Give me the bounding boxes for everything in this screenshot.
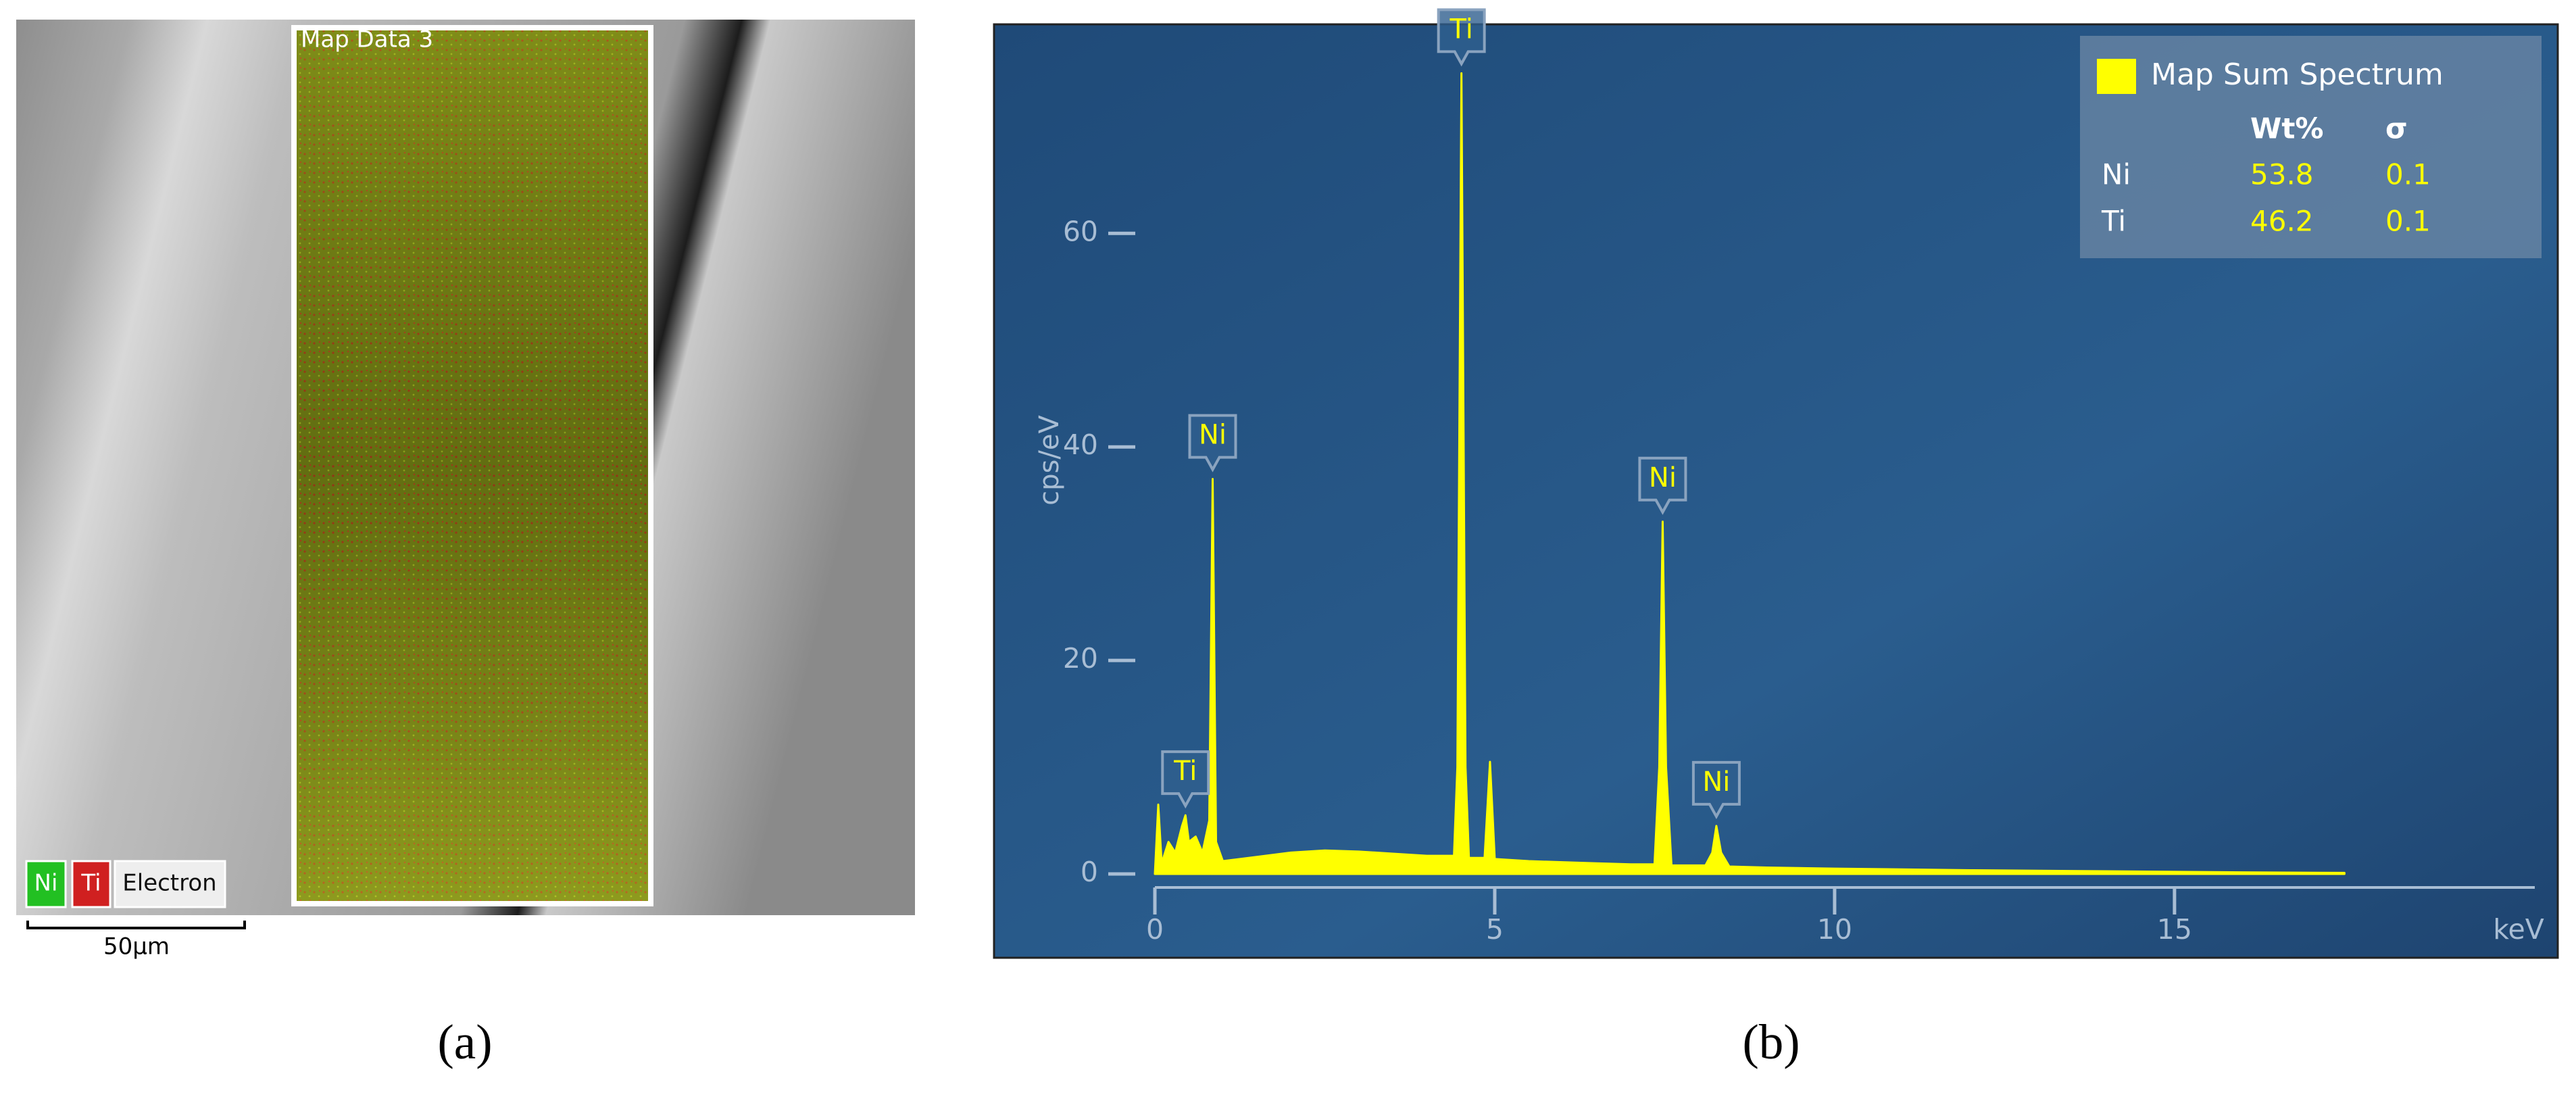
table-cell: 0.1 [2385, 158, 2431, 191]
peak-label-box [1437, 8, 1486, 67]
map-shade [297, 30, 648, 901]
table-cell: Ti [2101, 205, 2126, 238]
y-tick-label: 40 [1063, 429, 1098, 461]
table-header: Wt% [2250, 112, 2324, 145]
legend-label: Ni [34, 870, 58, 897]
peak-label: Ti [1173, 756, 1197, 787]
legend-swatch [114, 860, 226, 908]
caption: (a) [437, 1015, 492, 1069]
spectrum [1154, 72, 2346, 875]
legend-label: Map Sum Spectrum [2151, 57, 2444, 92]
peak-label-box [1691, 760, 1741, 820]
peak-label: Ti [1450, 14, 1473, 45]
legend-swatch [2097, 59, 2136, 94]
table-header: σ [2385, 112, 2408, 145]
x-tick-label: 0 [1146, 913, 1164, 946]
scale-bar [26, 921, 246, 929]
x-axis-label: keV [2493, 913, 2544, 946]
peak-label: Ni [1649, 462, 1677, 493]
peak-label-box [1188, 414, 1237, 472]
table-cell: Ni [2102, 158, 2131, 191]
legend-label: Electron [122, 870, 216, 897]
peak-label-box [1161, 750, 1210, 809]
table-cell: 0.1 [2385, 205, 2431, 238]
caption: (b) [1742, 1015, 1800, 1069]
scale-label: 50µm [103, 933, 170, 960]
legend-box [2080, 36, 2542, 258]
y-axis-label: cps/eV [1034, 415, 1065, 506]
table-cell: 46.2 [2250, 205, 2314, 238]
table-cell: 53.8 [2250, 158, 2314, 191]
y-tick-label: 20 [1063, 642, 1098, 675]
legend-label: Ti [80, 870, 101, 897]
plot: 0 5 10 15 0 20 40 60 Ti Ni Ti Ni Ni [1063, 8, 2535, 946]
legend-swatch [25, 860, 67, 908]
x-tick-label: 15 [2157, 913, 2192, 946]
x-tick-label: 5 [1486, 913, 1504, 946]
legend-swatch [71, 860, 112, 908]
peak-label: Ni [1199, 420, 1227, 451]
x-tick-label: 10 [1817, 913, 1852, 946]
peak-label: Ni [1702, 766, 1730, 798]
y-tick-label: 0 [1081, 856, 1098, 888]
peak-label-box [1638, 456, 1687, 515]
map-title: Map Data 3 [301, 26, 433, 53]
y-tick-label: 60 [1063, 215, 1098, 247]
